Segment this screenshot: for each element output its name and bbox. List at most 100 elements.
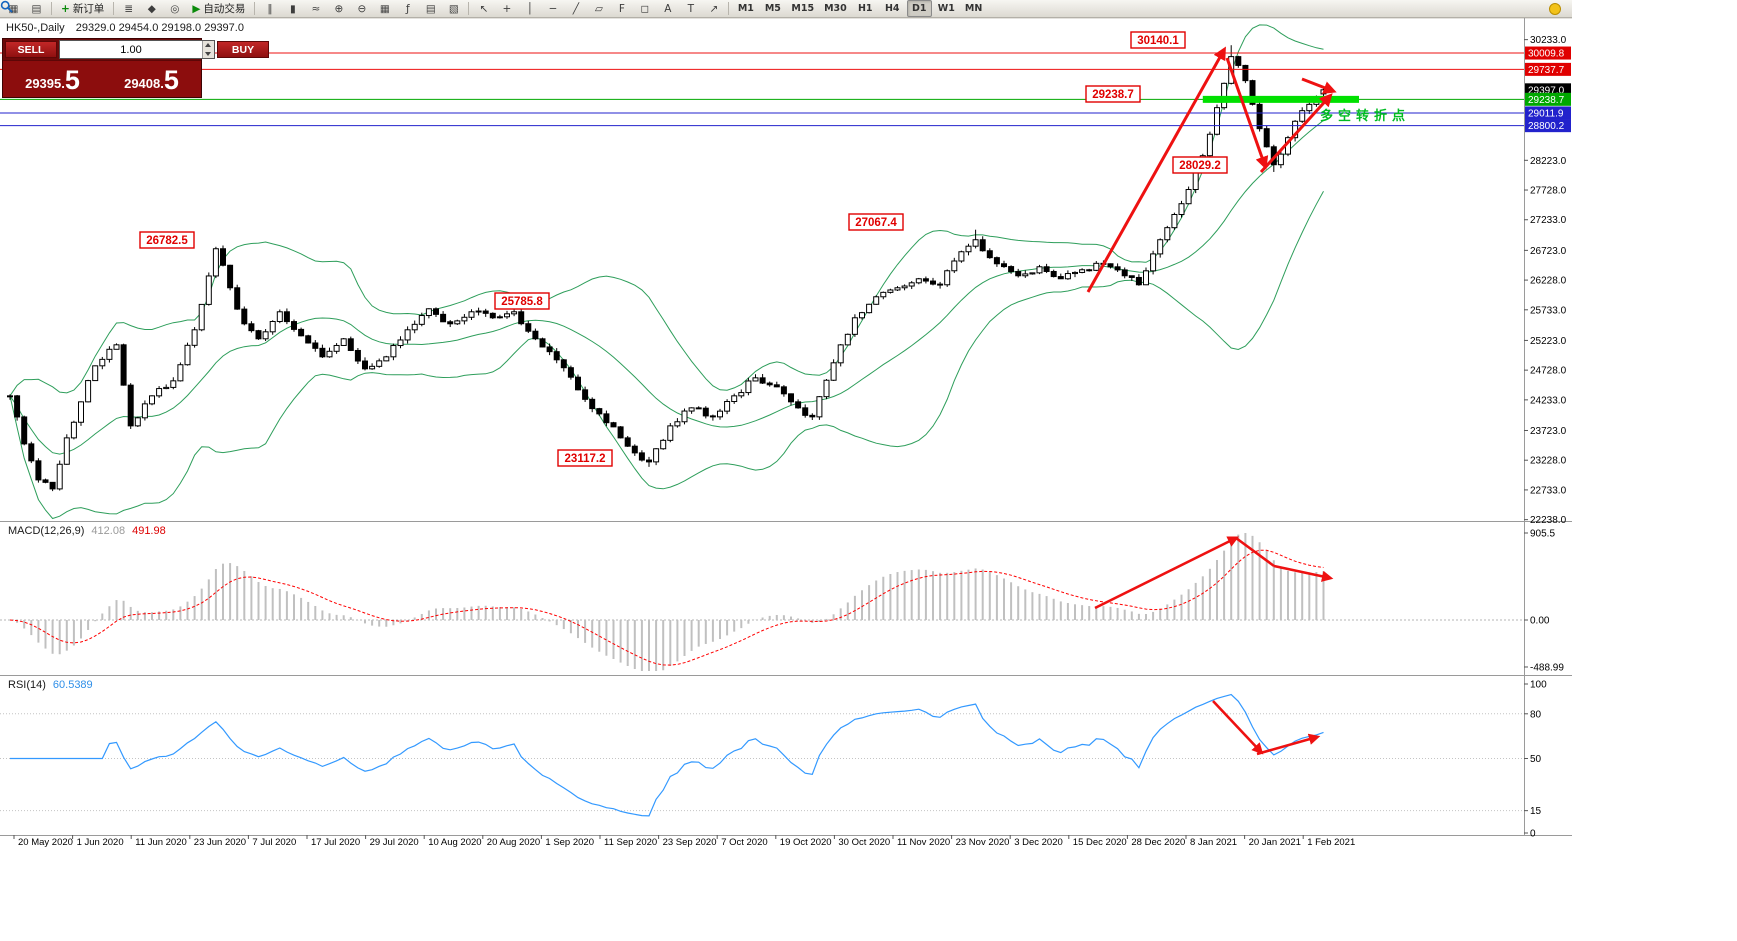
price-callout[interactable] [1172, 156, 1228, 174]
rsi-axis-label: 50 [1530, 754, 1542, 765]
notifications-icon[interactable] [1543, 0, 1566, 17]
price-callout[interactable] [1085, 85, 1141, 103]
price-level-tag-label: 29737.7 [1528, 65, 1565, 76]
alerts-icon[interactable]: ◎ [170, 2, 180, 15]
new-order-button[interactable]: + 新订单 [61, 2, 105, 16]
zoom-in-icon[interactable]: ⊕ [334, 2, 344, 15]
candlestick-chart-icon[interactable]: ▮ [290, 2, 296, 15]
trend-arrow[interactable] [1086, 46, 1226, 293]
date-tick-label: 17 Jul 2020 [311, 837, 360, 848]
buy-price[interactable]: 29408. 5 [124, 65, 179, 95]
timeframe-d1[interactable]: D1 [906, 0, 932, 17]
price-tick-label: 26228.0 [1530, 276, 1567, 287]
bar-chart-icon[interactable]: ∥ [267, 2, 273, 15]
shapes-icon[interactable]: ◻ [640, 2, 650, 15]
trend-arrow[interactable] [1225, 57, 1269, 170]
price-level-tag [1525, 62, 1571, 76]
cursor-icon[interactable]: ↖ [479, 2, 489, 15]
volume-input[interactable] [60, 41, 202, 58]
date-tick-label: 7 Jul 2020 [252, 837, 296, 848]
trend-arrow[interactable] [1301, 77, 1337, 94]
price-callout[interactable] [1130, 31, 1186, 49]
macd-trend-arrow[interactable] [1273, 564, 1334, 582]
date-tick-label: 11 Nov 2020 [897, 837, 950, 848]
tile-windows-icon[interactable]: ▦ [379, 2, 390, 15]
toolbar-separator [468, 2, 470, 15]
timeframe-m30[interactable]: M30 [824, 3, 847, 14]
price-callout[interactable] [557, 449, 613, 467]
timeframe-w1[interactable]: W1 [937, 3, 955, 14]
profiles-icon[interactable]: ▤ [31, 2, 42, 15]
new-chart-icon[interactable]: ▦ [8, 2, 19, 15]
rsi-panel-label: RSI(14) 60.5389 [8, 679, 93, 691]
buy-button[interactable]: BUY [217, 41, 269, 58]
rsi-trend-arrow[interactable] [1212, 700, 1264, 755]
timeframe-mn[interactable]: MN [964, 3, 983, 14]
toolbar-separator [254, 2, 256, 15]
date-tick-label: 28 Dec 2020 [1131, 837, 1185, 848]
turning-point-annotation[interactable]: 多空转折点 [1320, 108, 1411, 123]
price-callout[interactable] [139, 231, 195, 249]
chart-canvas[interactable]: 30233.0 28223.0 27728.0 27233.0 26723.0 26228… [0, 0, 1572, 941]
vertical-line-icon[interactable]: │ [526, 2, 534, 15]
price-tick-label: 25733.0 [1530, 305, 1567, 316]
date-tick-label: 1 Sep 2020 [545, 837, 594, 848]
price-tick-label: 28223.0 [1530, 156, 1567, 167]
date-tick-label: 8 Jan 2021 [1190, 837, 1237, 848]
price-tick-label: 26723.0 [1530, 246, 1567, 257]
price-level-tag-label: 29238.7 [1528, 95, 1565, 106]
price-tick-label: 24233.0 [1530, 395, 1567, 406]
text-icon[interactable]: A [664, 2, 672, 15]
date-tick-label: 30 Oct 2020 [838, 837, 890, 848]
timeframe-m5[interactable]: M5 [764, 3, 781, 14]
fibonacci-icon[interactable]: F [618, 2, 625, 15]
new-order-icon: + [61, 2, 70, 15]
price-callout[interactable] [494, 292, 550, 310]
timeframe-m15[interactable]: M15 [791, 3, 815, 14]
date-tick-label: 19 Oct 2020 [780, 837, 832, 848]
arrows-icon[interactable]: ↗ [709, 2, 719, 15]
rsi-trend-arrow[interactable] [1256, 733, 1321, 756]
macd-trend-arrow[interactable] [1235, 536, 1275, 568]
toolbar-separator [113, 2, 115, 15]
price-tick-label: 25223.0 [1530, 336, 1567, 347]
price-callout-label: 25785.8 [501, 296, 543, 308]
crosshair-icon[interactable]: + [502, 2, 512, 15]
price-callout-label: 30140.1 [1137, 35, 1179, 47]
timeframe-h1[interactable]: H1 [857, 3, 873, 14]
date-tick-label: 20 May 2020 [18, 837, 73, 848]
channel-icon[interactable]: ▱ [594, 2, 603, 15]
price-level-tag [1525, 46, 1571, 60]
horizontal-line-icon[interactable]: ─ [549, 2, 557, 15]
mql5-community-icon[interactable]: ◆ [147, 2, 156, 15]
search-icon[interactable] [0, 0, 1539, 17]
line-chart-icon[interactable]: ≈ [311, 2, 321, 15]
price-tick-label: 27233.0 [1530, 215, 1567, 226]
price-callout[interactable] [848, 213, 904, 231]
volume-increase-button[interactable] [203, 41, 214, 50]
sell-price[interactable]: 29395. 5 [25, 65, 80, 95]
symbol-period-label: HK50-,Daily [6, 22, 65, 34]
date-tick-label: 10 Aug 2020 [428, 837, 481, 848]
trendline-icon[interactable]: ╱ [572, 2, 580, 15]
zoom-out-icon[interactable]: ⊖ [357, 2, 367, 15]
volume-decrease-button[interactable] [203, 49, 214, 58]
date-tick-label: 29 Jul 2020 [370, 837, 419, 848]
label-icon[interactable]: T [687, 2, 695, 15]
sell-button[interactable]: SELL [5, 41, 57, 58]
indicators-icon[interactable]: ƒ [406, 2, 410, 15]
autotrade-button[interactable]: ▶ 自动交易 [192, 2, 246, 16]
bollinger-lower [9, 191, 1324, 520]
macd-panel: 905.5 0.00 -488.99 [0, 529, 1564, 673]
macd-trend-arrow[interactable] [1094, 536, 1240, 610]
timeframe-m1[interactable]: M1 [737, 3, 754, 14]
market-depth-icon[interactable]: ≣ [124, 2, 134, 15]
date-tick-label: 20 Aug 2020 [487, 837, 540, 848]
rsi-panel: 100 80 50 15 0 [0, 680, 1547, 840]
macd-axis-label: 0.00 [1530, 616, 1550, 627]
periods-icon[interactable]: ▤ [425, 2, 436, 15]
date-tick-label: 11 Sep 2020 [604, 837, 657, 848]
templates-icon[interactable]: ▧ [448, 2, 459, 15]
timeframe-h4[interactable]: H4 [884, 3, 900, 14]
trend-arrow[interactable] [1259, 93, 1333, 174]
